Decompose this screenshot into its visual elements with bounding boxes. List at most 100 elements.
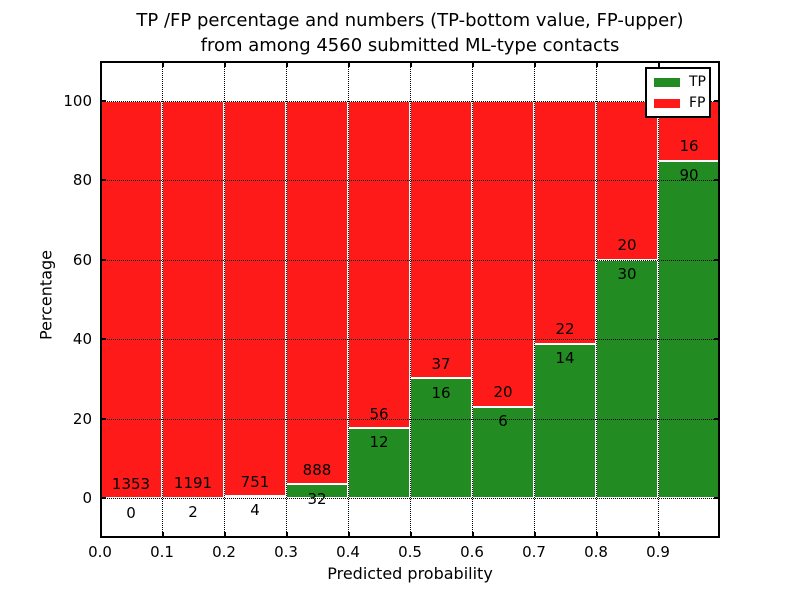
- fp-color-swatch: [654, 98, 680, 108]
- horizontal-gridline: [100, 259, 720, 261]
- x-tick-label: 0.2: [212, 543, 236, 561]
- legend-entry-tp: TP: [654, 75, 706, 89]
- bar-fp-segment: [472, 100, 534, 407]
- tp-count-label: 2: [188, 502, 198, 521]
- fp-count-label: 888: [302, 461, 332, 480]
- x-tick-mark: [286, 61, 288, 67]
- y-tick-mark: [100, 179, 106, 182]
- y-tick-mark: [100, 417, 106, 420]
- bar-fp-segment: [286, 100, 348, 485]
- x-tick-mark: [410, 532, 412, 538]
- tp-count-label: 14: [555, 348, 575, 367]
- bar-tp-segment: [658, 160, 720, 499]
- tp-count-label: 4: [250, 501, 260, 520]
- x-tick-mark: [286, 532, 288, 538]
- y-tick-label: 40: [72, 330, 92, 349]
- x-tick-mark: [348, 532, 350, 538]
- horizontal-gridline: [100, 418, 720, 420]
- tp-count-label: 0: [126, 503, 136, 522]
- x-tick-mark: [410, 61, 412, 67]
- bar-tp-segment: [472, 406, 534, 499]
- x-tick-mark: [596, 61, 598, 67]
- bar-fp-segment: [162, 100, 224, 498]
- fp-count-label: 1353: [111, 474, 151, 493]
- vertical-gridline: [348, 61, 349, 538]
- x-tick-mark: [162, 61, 164, 67]
- x-tick-mark: [472, 532, 474, 538]
- legend-label-tp: TP: [689, 74, 706, 90]
- x-tick-label: 0.6: [460, 543, 484, 561]
- x-tick-label: 0.4: [336, 543, 360, 561]
- x-tick-mark: [162, 532, 164, 538]
- tp-count-label: 30: [617, 265, 637, 284]
- fp-count-label: 20: [493, 383, 513, 402]
- horizontal-gridline: [100, 100, 720, 102]
- y-tick-label: 60: [72, 250, 92, 269]
- x-tick-label: 0.3: [274, 543, 298, 561]
- x-tick-label: 0.9: [646, 543, 670, 561]
- x-tick-mark: [658, 532, 660, 538]
- y-tick-label: 80: [72, 171, 92, 190]
- fp-count-label: 751: [240, 472, 270, 491]
- bar-tp-segment: [348, 428, 410, 499]
- y-tick-mark: [100, 497, 106, 500]
- fp-count-label: 16: [679, 137, 699, 156]
- fp-count-label: 37: [431, 354, 451, 373]
- y-tick-mark: [714, 258, 720, 261]
- y-tick-mark: [100, 338, 106, 341]
- tp-count-label: 12: [369, 433, 389, 452]
- bar-fp-segment: [348, 100, 410, 429]
- fp-count-label: 1191: [173, 474, 213, 493]
- x-tick-label: 0.5: [398, 543, 422, 561]
- x-tick-mark: [718, 532, 720, 538]
- y-tick-label: 100: [63, 91, 92, 110]
- x-tick-label: 0.0: [88, 543, 112, 561]
- fp-count-label: 56: [369, 404, 389, 423]
- tp-count-label: 32: [307, 489, 327, 508]
- vertical-gridline: [162, 61, 163, 538]
- x-tick-mark: [348, 61, 350, 67]
- legend-entry-fp: FP: [654, 96, 706, 110]
- y-tick-mark: [714, 338, 720, 341]
- vertical-gridline: [658, 61, 659, 538]
- fp-count-label: 20: [617, 236, 637, 255]
- y-tick-label: 20: [72, 409, 92, 428]
- x-tick-mark: [472, 61, 474, 67]
- x-axis-label: Predicted probability: [327, 564, 493, 583]
- tp-color-swatch: [654, 77, 680, 87]
- y-tick-mark: [714, 417, 720, 420]
- vertical-gridline: [472, 61, 473, 538]
- tp-count-label: 6: [498, 411, 508, 430]
- y-tick-mark: [714, 99, 720, 102]
- x-tick-mark: [596, 532, 598, 538]
- legend-label-fp: FP: [689, 95, 706, 111]
- plot-area: TP FP 1353 0 1191 2 751 4 888 32 56 12 37 16 20 6 22 14…: [100, 61, 720, 538]
- vertical-gridline: [534, 61, 535, 538]
- vertical-gridline: [286, 61, 287, 538]
- tp-count-label: 16: [431, 383, 451, 402]
- x-tick-label: 0.1: [150, 543, 174, 561]
- x-tick-mark: [224, 532, 226, 538]
- chart-title: TP /FP percentage and numbers (TP-bottom…: [100, 8, 720, 58]
- x-tick-mark: [718, 61, 720, 67]
- x-tick-mark: [224, 61, 226, 67]
- x-tick-label: 0.8: [584, 543, 608, 561]
- horizontal-gridline: [100, 498, 720, 500]
- y-tick-mark: [100, 258, 106, 261]
- chart-title-line1: TP /FP percentage and numbers (TP-bottom…: [136, 10, 684, 31]
- y-tick-label: 0: [82, 489, 92, 508]
- vertical-gridline: [224, 61, 225, 538]
- legend: TP FP: [645, 67, 711, 118]
- horizontal-gridline: [100, 339, 720, 341]
- fp-count-label: 22: [555, 320, 575, 339]
- vertical-gridline: [410, 61, 411, 538]
- y-tick-mark: [100, 99, 106, 102]
- x-tick-mark: [100, 61, 102, 67]
- bar-tp-segment: [410, 378, 472, 499]
- y-tick-mark: [714, 497, 720, 500]
- horizontal-gridline: [100, 180, 720, 182]
- y-tick-mark: [714, 179, 720, 182]
- x-tick-mark: [658, 61, 660, 67]
- bar-fp-segment: [100, 100, 162, 499]
